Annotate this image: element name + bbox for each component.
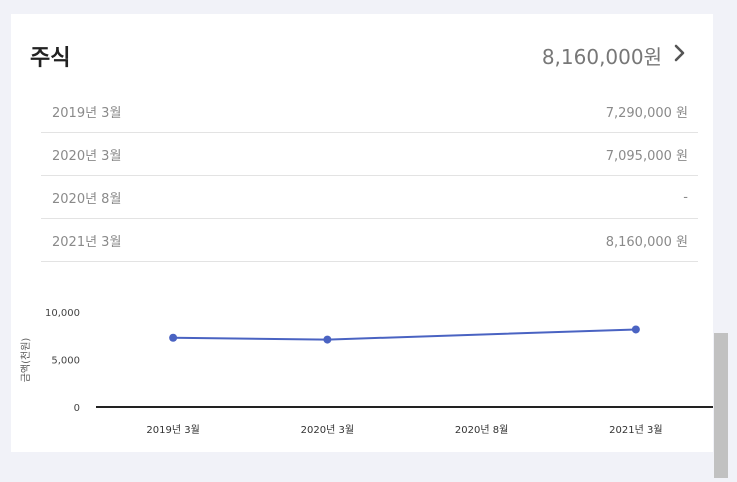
history-amount: 7,290,000 원 <box>605 105 688 121</box>
history-amount: 7,095,000 원 <box>605 148 688 164</box>
history-date: 2020년 8월 <box>52 191 122 207</box>
data-point <box>323 335 332 344</box>
y-tick-label: 5,000 <box>51 356 80 367</box>
data-point <box>169 333 178 342</box>
history-amount: 8,160,000 원 <box>605 234 688 250</box>
x-tick-label: 2020년 8월 <box>455 424 508 436</box>
section-title: 주식 <box>30 46 71 71</box>
x-tick-label: 2020년 3월 <box>301 424 354 436</box>
history-row: 2020년 8월 - <box>41 176 698 219</box>
chevron-right-icon[interactable] <box>672 38 688 68</box>
history-row: 2021년 3월 8,160,000 원 <box>41 219 698 262</box>
history-list: 2019년 3월 7,290,000 원 2020년 3월 7,095,000 … <box>41 90 698 262</box>
data-point <box>631 325 640 334</box>
series-line <box>173 328 636 341</box>
total-amount: 8,160,000원 <box>541 45 662 69</box>
history-row: 2020년 3월 7,095,000 원 <box>41 133 698 176</box>
scrollbar-thumb[interactable] <box>714 333 728 478</box>
history-date: 2021년 3월 <box>52 234 122 250</box>
amount-line-chart: 금액(천원) 10,000 5,000 0 2019년 3월 2020년 3월 2020년 … <box>20 308 713 436</box>
y-axis-title: 금액(천원) <box>20 338 32 383</box>
history-date: 2020년 3월 <box>52 148 122 164</box>
stock-card <box>11 14 713 452</box>
x-tick-label: 2021년 3월 <box>609 424 662 436</box>
stock-header[interactable]: 주식 8,160,000원 <box>30 38 690 72</box>
history-date: 2019년 3월 <box>52 105 122 121</box>
y-tick-label: 10,000 <box>45 308 80 319</box>
y-tick-label: 0 <box>74 403 80 414</box>
history-row: 2019년 3월 7,290,000 원 <box>41 90 698 133</box>
history-amount: - <box>683 189 688 205</box>
x-tick-label: 2019년 3월 <box>146 424 199 436</box>
